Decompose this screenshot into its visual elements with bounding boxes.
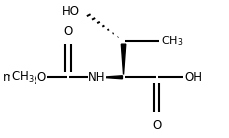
Text: O: O <box>63 25 72 38</box>
Text: CH$_3$: CH$_3$ <box>11 70 34 85</box>
Polygon shape <box>101 76 122 79</box>
Text: CH$_3$: CH$_3$ <box>161 34 183 48</box>
Polygon shape <box>121 44 125 75</box>
Text: methyl: methyl <box>3 71 44 84</box>
Text: O: O <box>37 71 46 84</box>
Text: NH: NH <box>88 71 105 84</box>
Text: OH: OH <box>184 71 202 84</box>
Text: O: O <box>152 119 161 132</box>
Text: HO: HO <box>62 5 80 18</box>
